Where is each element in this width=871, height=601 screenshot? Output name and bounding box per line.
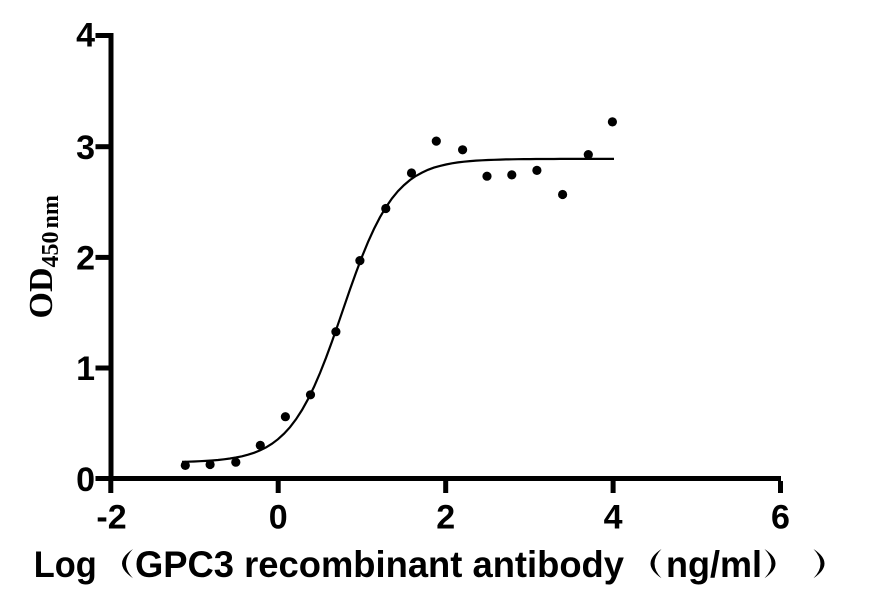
svg-text:GPC3 recombinant antibody: GPC3 recombinant antibody [135,544,624,585]
svg-text:3: 3 [76,129,95,167]
svg-text:0: 0 [76,461,95,499]
svg-text:1: 1 [76,350,95,388]
svg-text:ng/ml: ng/ml [666,544,762,585]
svg-text:6: 6 [771,499,790,537]
svg-text:Log: Log [34,544,97,585]
svg-text:4: 4 [604,499,623,537]
svg-text:4: 4 [76,17,95,55]
svg-text:2: 2 [436,499,455,537]
svg-text:-2: -2 [96,499,126,537]
svg-text:0: 0 [269,499,288,537]
svg-text:2: 2 [76,240,95,278]
